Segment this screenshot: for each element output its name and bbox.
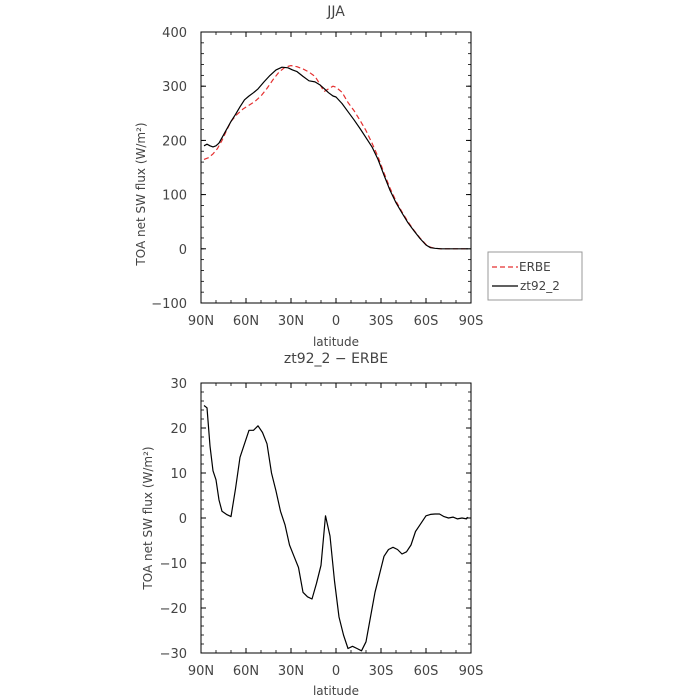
bottom-x-tick-label: 60S xyxy=(414,664,439,679)
top-x-tick-label: 0 xyxy=(332,314,340,329)
top-x-tick-label: 90N xyxy=(188,314,214,329)
top-series-line-zt92-2 xyxy=(203,66,468,250)
top-y-tick-label: 0 xyxy=(179,243,187,258)
top-series-group xyxy=(203,64,468,250)
top-x-tick-label: 60N xyxy=(233,314,259,329)
bottom-panel: zt92_2 − ERBE −30 −20 −10 0 10 20 30 90N 60N 30N… xyxy=(141,351,483,698)
bottom-y-tick-label: 0 xyxy=(179,512,187,527)
bottom-x-axis-label: latitude xyxy=(313,684,359,698)
bottom-y-tick-label: 30 xyxy=(170,377,187,392)
legend: ERBE zt92_2 xyxy=(487,251,583,301)
bottom-chart-title: zt92_2 − ERBE xyxy=(284,351,388,367)
bottom-series-line-0 xyxy=(203,405,469,652)
legend-label-erbe: ERBE xyxy=(519,260,551,274)
bottom-y-tick-label: −20 xyxy=(160,602,187,617)
bottom-x-tick-label: 30N xyxy=(278,664,304,679)
top-y-tick-label: −100 xyxy=(151,297,187,312)
legend-box xyxy=(487,251,583,301)
bottom-y-tick-label: 10 xyxy=(170,467,187,482)
legend-label-zt92: zt92_2 xyxy=(520,279,560,293)
bottom-x-tick-label: 30S xyxy=(369,664,394,679)
top-x-axis-label: latitude xyxy=(313,335,359,349)
bottom-plot-frame xyxy=(200,382,472,654)
top-plot-frame xyxy=(200,31,472,304)
top-x-tick-label: 90S xyxy=(459,314,484,329)
top-y-tick-label: 300 xyxy=(162,80,187,95)
bottom-x-tick-label: 90S xyxy=(459,664,484,679)
bottom-y-axis-label: TOA net SW flux (W/m²) xyxy=(141,446,155,590)
bottom-x-tick-label: 0 xyxy=(332,664,340,679)
bottom-y-axis: −30 −20 −10 0 10 20 30 xyxy=(160,377,471,662)
top-y-tick-label: 400 xyxy=(162,26,187,41)
top-chart-title: JJA xyxy=(326,4,345,20)
bottom-x-axis: 90N 60N 30N 0 30S 60S 90S xyxy=(188,383,484,679)
bottom-y-tick-label: −10 xyxy=(160,557,187,572)
bottom-y-tick-label: −30 xyxy=(160,647,187,662)
bottom-x-tick-label: 90N xyxy=(188,664,214,679)
top-series-line-erbe xyxy=(203,64,468,250)
top-y-axis-label: TOA net SW flux (W/m²) xyxy=(134,122,148,266)
top-x-axis: 90N 60N 30N 0 30S 60S 90S xyxy=(188,32,484,329)
bottom-y-tick-label: 20 xyxy=(170,422,187,437)
top-x-tick-label: 30N xyxy=(278,314,304,329)
top-y-tick-label: 100 xyxy=(162,189,187,204)
bottom-x-tick-label: 60N xyxy=(233,664,259,679)
top-x-tick-label: 60S xyxy=(414,314,439,329)
top-x-tick-label: 30S xyxy=(369,314,394,329)
bottom-series-group xyxy=(203,405,469,652)
top-y-tick-label: 200 xyxy=(162,134,187,149)
top-y-axis: −100 0 100 200 300 400 xyxy=(151,26,471,312)
